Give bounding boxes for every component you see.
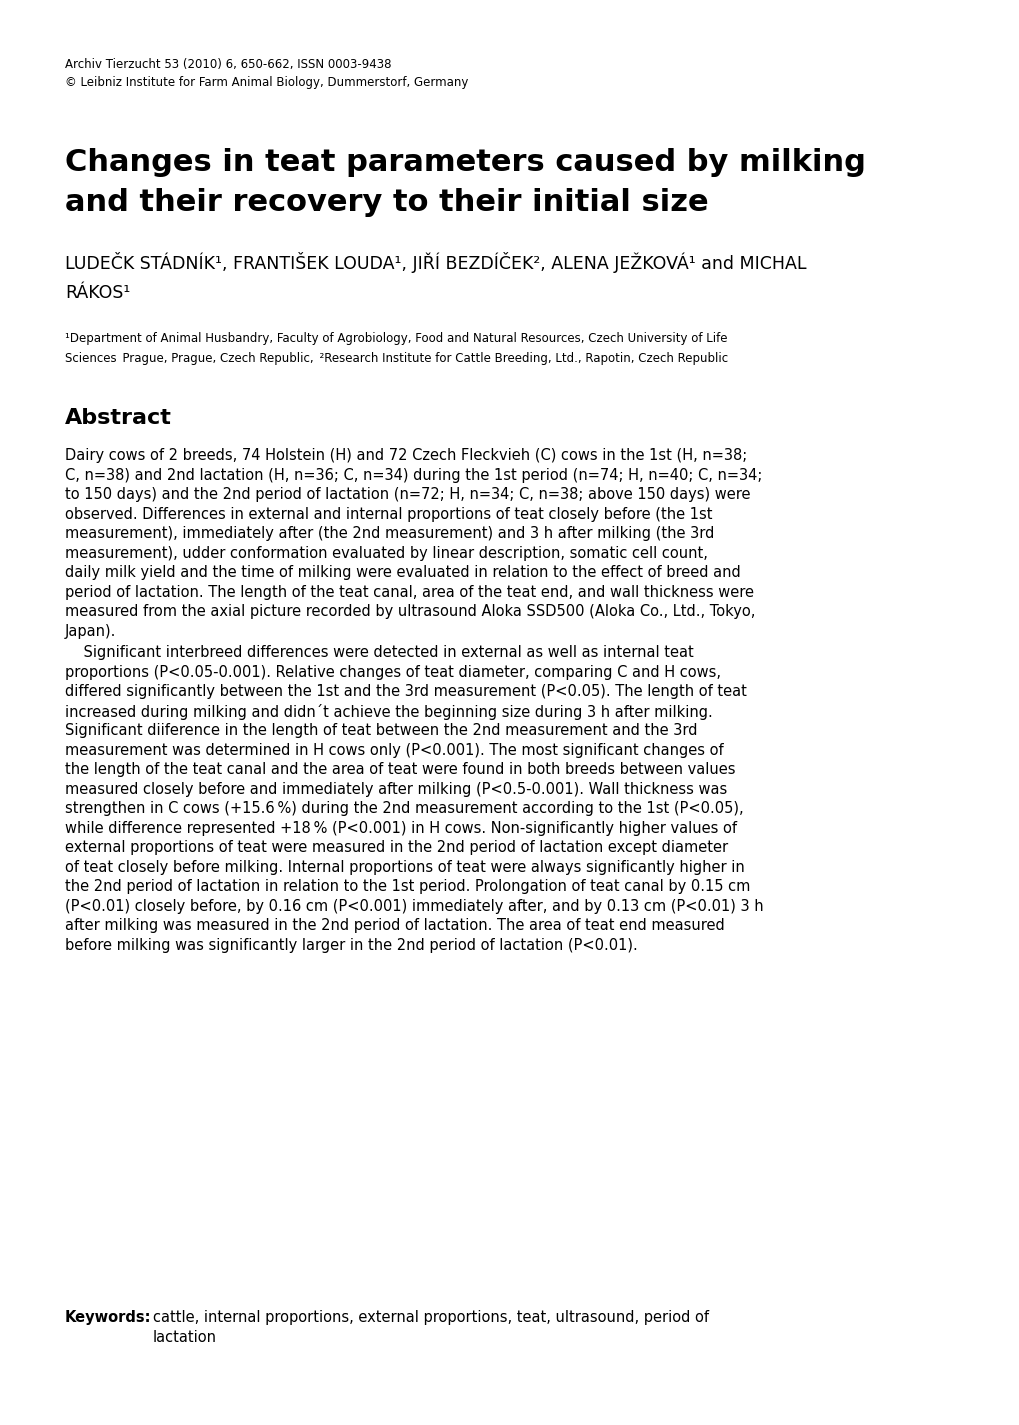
Text: Changes in teat parameters caused by milking: Changes in teat parameters caused by mil…: [65, 148, 865, 177]
Text: measured closely before and immediately after milking (P<0.5-0.001). Wall thickn: measured closely before and immediately …: [65, 781, 727, 797]
Text: cattle, internal proportions, external proportions, teat, ultrasound, period of: cattle, internal proportions, external p…: [153, 1310, 708, 1325]
Text: Significant interbreed differences were detected in external as well as internal: Significant interbreed differences were …: [65, 646, 693, 660]
Text: strengthen in C cows (+15.6 %) during the 2nd measurement according to the 1st (: strengthen in C cows (+15.6 %) during th…: [65, 801, 743, 817]
Text: the 2nd period of lactation in relation to the 1st period. Prolongation of teat : the 2nd period of lactation in relation …: [65, 879, 750, 893]
Text: Keywords:: Keywords:: [65, 1310, 152, 1325]
Text: © Leibniz Institute for Farm Animal Biology, Dummerstorf, Germany: © Leibniz Institute for Farm Animal Biol…: [65, 76, 468, 88]
Text: lactation: lactation: [153, 1330, 217, 1345]
Text: ¹Department of Animal Husbandry, Faculty of Agrobiology, Food and Natural Resour: ¹Department of Animal Husbandry, Faculty…: [65, 332, 727, 345]
Text: Japan).: Japan).: [65, 624, 116, 638]
Text: C, n=38) and 2nd lactation (H, n=36; C, n=34) during the 1st period (n=74; H, n=: C, n=38) and 2nd lactation (H, n=36; C, …: [65, 467, 761, 483]
Text: RÁKOS¹: RÁKOS¹: [65, 284, 130, 302]
Text: proportions (P<0.05-0.001). Relative changes of teat diameter, comparing C and H: proportions (P<0.05-0.001). Relative cha…: [65, 664, 720, 680]
Text: LUDEČK STÁDNÍK¹, FRANTIŠEK LOUDA¹, JIŘÍ BEZDÍČEK², ALENA JEŽKOVÁ¹ and MICHAL: LUDEČK STÁDNÍK¹, FRANTIŠEK LOUDA¹, JIŘÍ …: [65, 252, 806, 274]
Text: Significant diiference in the length of teat between the 2nd measurement and the: Significant diiference in the length of …: [65, 722, 697, 738]
Text: observed. Differences in external and internal proportions of teat closely befor: observed. Differences in external and in…: [65, 506, 712, 522]
Text: daily milk yield and the time of milking were evaluated in relation to the effec: daily milk yield and the time of milking…: [65, 564, 740, 580]
Text: Sciences Prague, Prague, Czech Republic, ²Research Institute for Cattle Breeding: Sciences Prague, Prague, Czech Republic,…: [65, 352, 728, 365]
Text: the length of the teat canal and the area of teat were found in both breeds betw: the length of the teat canal and the are…: [65, 762, 735, 777]
Text: measurement), udder conformation evaluated by linear description, somatic cell c: measurement), udder conformation evaluat…: [65, 546, 707, 560]
Text: (P<0.01) closely before, by 0.16 cm (P<0.001) immediately after, and by 0.13 cm : (P<0.01) closely before, by 0.16 cm (P<0…: [65, 899, 763, 913]
Text: before milking was significantly larger in the 2nd period of lactation (P<0.01).: before milking was significantly larger …: [65, 938, 637, 952]
Text: and their recovery to their initial size: and their recovery to their initial size: [65, 188, 708, 217]
Text: Dairy cows of 2 breeds, 74 Holstein (H) and 72 Czech Fleckvieh (C) cows in the 1: Dairy cows of 2 breeds, 74 Holstein (H) …: [65, 447, 747, 463]
Text: Abstract: Abstract: [65, 408, 172, 428]
Text: measured from the axial picture recorded by ultrasound Aloka SSD500 (Aloka Co., : measured from the axial picture recorded…: [65, 604, 755, 618]
Text: external proportions of teat were measured in the 2nd period of lactation except: external proportions of teat were measur…: [65, 839, 728, 855]
Text: period of lactation. The length of the teat canal, area of the teat end, and wal: period of lactation. The length of the t…: [65, 584, 753, 600]
Text: Archiv Tierzucht 53 (2010) 6, 650-662, ISSN 0003-9438: Archiv Tierzucht 53 (2010) 6, 650-662, I…: [65, 58, 391, 71]
Text: of teat closely before milking. Internal proportions of teat were always signifi: of teat closely before milking. Internal…: [65, 859, 744, 875]
Text: to 150 days) and the 2nd period of lactation (n=72; H, n=34; C, n=38; above 150 : to 150 days) and the 2nd period of lacta…: [65, 487, 750, 502]
Text: increased during milking and didn´t achieve the beginning size during 3 h after : increased during milking and didn´t achi…: [65, 704, 712, 720]
Text: differed significantly between the 1st and the 3rd measurement (P<0.05). The len: differed significantly between the 1st a…: [65, 684, 746, 700]
Text: while difference represented +18 % (P<0.001) in H cows. Non-significantly higher: while difference represented +18 % (P<0.…: [65, 821, 737, 835]
Text: after milking was measured in the 2nd period of lactation. The area of teat end : after milking was measured in the 2nd pe…: [65, 918, 725, 933]
Text: measurement), immediately after (the 2nd measurement) and 3 h after milking (the: measurement), immediately after (the 2nd…: [65, 526, 713, 542]
Text: measurement was determined in H cows only (P<0.001). The most significant change: measurement was determined in H cows onl…: [65, 742, 722, 758]
